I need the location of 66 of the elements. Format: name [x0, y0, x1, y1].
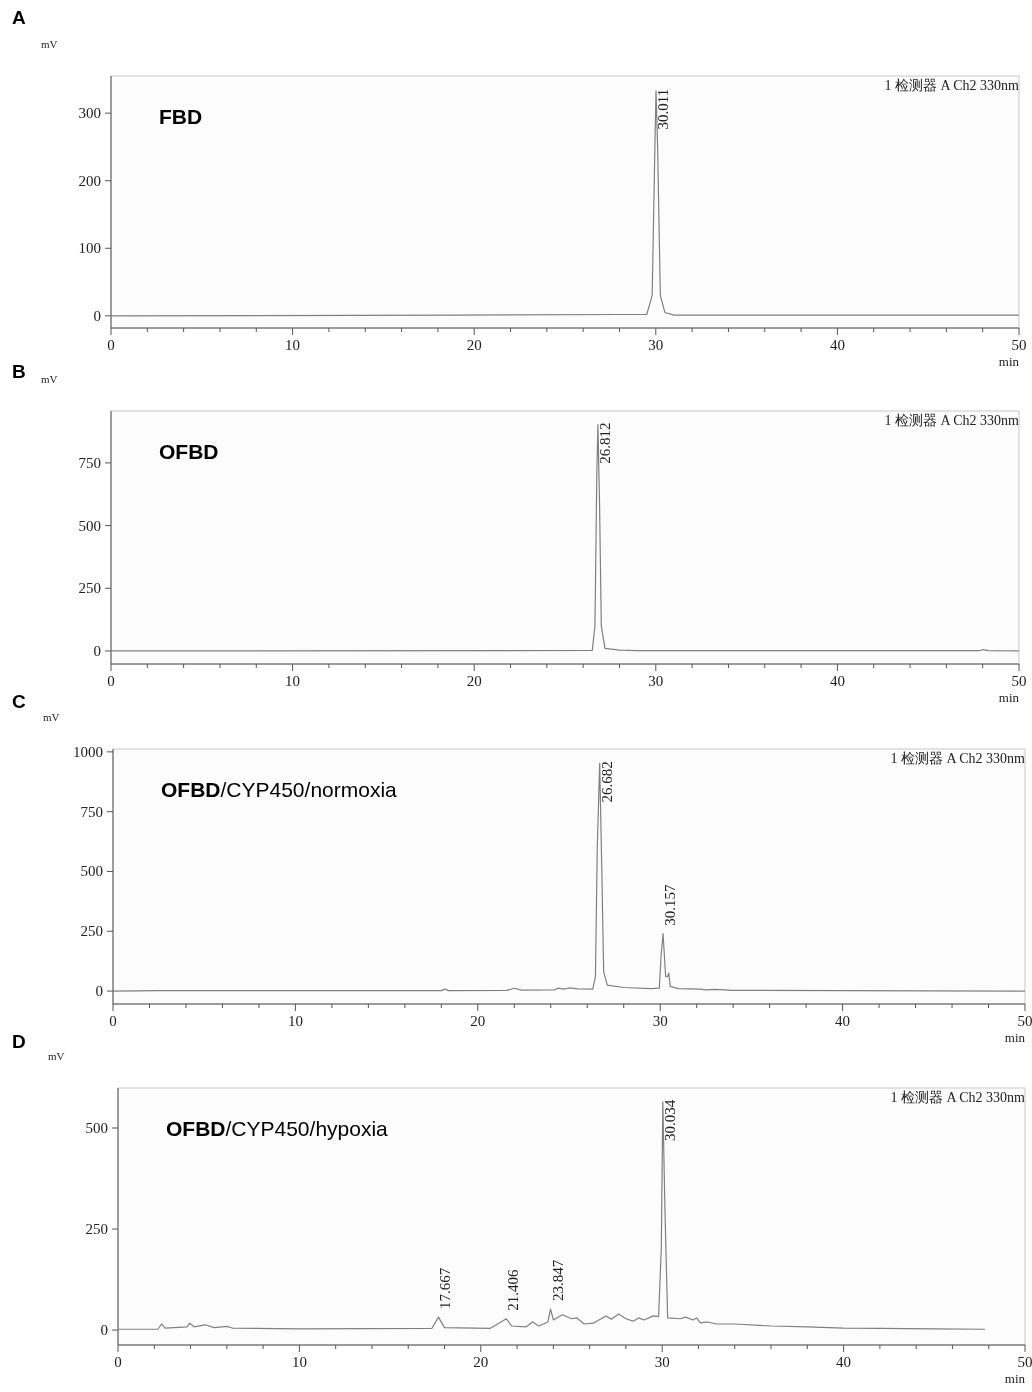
y-tick-label: 0: [95, 983, 103, 1000]
y-tick-label: 100: [78, 240, 101, 257]
x-tick-label: 30: [648, 337, 664, 353]
y-tick-label: 250: [85, 1221, 108, 1238]
annotation: 1 检测器 A Ch2 330nm: [884, 78, 1020, 93]
y-tick-label: 200: [78, 172, 101, 189]
y-tick-label: 750: [80, 803, 103, 820]
x-tick-label: 10: [287, 1013, 303, 1029]
x-tick-label: 40: [836, 1354, 852, 1370]
y-axis-title: mV: [43, 711, 60, 723]
x-axis-title: min: [998, 354, 1020, 369]
x-axis-title: min: [1004, 1030, 1026, 1045]
text: OFBD: [159, 440, 219, 463]
y-tick-label: 300: [78, 105, 101, 122]
text: A: [12, 7, 26, 28]
y-tick-label: 0: [100, 1322, 108, 1339]
x-tick-label: 50: [1011, 673, 1027, 689]
x-tick-label: 40: [829, 337, 845, 353]
annotation: 26.812: [596, 422, 613, 464]
x-tick-label: 10: [285, 337, 301, 353]
y-tick-label: 500: [78, 517, 101, 534]
x-tick-label: 30: [648, 673, 664, 689]
annotation: 30.034: [661, 1099, 678, 1141]
y-axis-title: mV: [41, 373, 58, 385]
x-tick-label: 20: [473, 1354, 489, 1370]
annotation: 1 检测器 A Ch2 330nm: [890, 751, 1026, 766]
annotation: 17.667: [437, 1267, 454, 1310]
x-tick-label: 10: [291, 1354, 307, 1370]
y-tick-label: 250: [80, 923, 103, 940]
x-tick-label: 10: [285, 673, 301, 689]
annotation: 30.011: [655, 88, 671, 130]
text: FBD: [159, 105, 203, 128]
text: OFBD/CYP450/normoxia: [161, 778, 398, 801]
x-tick-label: 40: [835, 1013, 851, 1029]
annotation: 30.157: [662, 883, 679, 926]
annotation: 23.847: [549, 1259, 566, 1302]
y-tick-label: 750: [78, 454, 101, 471]
x-tick-label: 40: [829, 673, 845, 689]
annotation: 1 检测器 A Ch2 330nm: [890, 1090, 1026, 1105]
y-tick-label: 0: [93, 307, 101, 324]
x-tick-label: 30: [652, 1013, 668, 1029]
x-tick-label: 30: [654, 1354, 670, 1370]
x-tick-label: 20: [470, 1013, 486, 1029]
y-axis-title: mV: [41, 38, 58, 50]
text: D: [12, 1031, 26, 1052]
x-tick-label: 50: [1017, 1013, 1032, 1029]
annotation: 1 检测器 A Ch2 330nm: [884, 413, 1020, 428]
annotation: 21.406: [505, 1268, 522, 1311]
y-axis-title: mV: [48, 1050, 65, 1062]
text: B: [12, 361, 26, 382]
text: C: [12, 691, 26, 712]
x-tick-label: 50: [1011, 337, 1027, 353]
x-tick-label: 50: [1017, 1354, 1032, 1370]
annotation: 26.682: [598, 761, 615, 803]
y-tick-label: 1000: [73, 743, 103, 760]
y-tick-label: 0: [93, 642, 101, 659]
x-axis-title: min: [998, 690, 1020, 705]
y-tick-label: 250: [78, 580, 101, 597]
x-tick-label: 20: [466, 337, 482, 353]
x-tick-label: 20: [466, 673, 482, 689]
text: OFBD/CYP450/hypoxia: [166, 1117, 389, 1140]
line-series: [110, 90, 1020, 317]
x-tick-label: 0: [114, 1354, 122, 1370]
y-tick-label: 500: [80, 863, 103, 880]
y-tick-label: 500: [85, 1120, 108, 1136]
x-axis-title: min: [1004, 1371, 1026, 1386]
